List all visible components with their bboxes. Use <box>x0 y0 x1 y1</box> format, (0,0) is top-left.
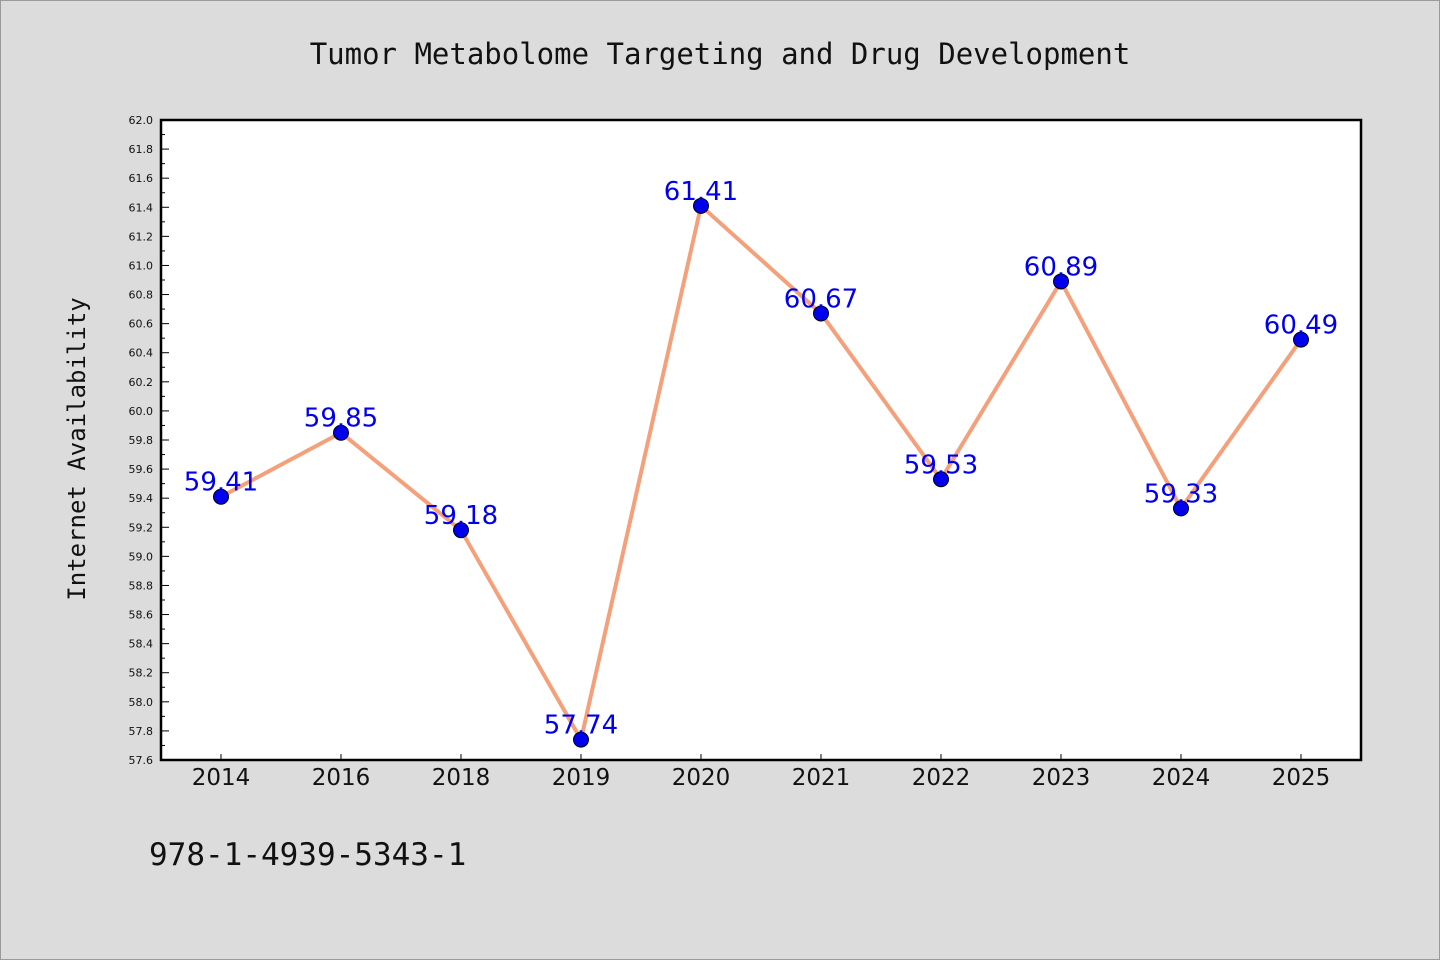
y-tick-label: 59.0 <box>129 550 154 563</box>
data-labels: 59.41 59.85 59.18 57.74 61.41 60.67 59.53 60.89… <box>184 177 1338 741</box>
y-tick-label: 58.2 <box>129 667 154 680</box>
y-tick-label: 61.6 <box>129 172 154 185</box>
data-label: 60.67 <box>784 284 858 314</box>
y-tick-label: 58.6 <box>129 609 154 622</box>
y-tick-label: 62.0 <box>129 114 154 127</box>
y-tick-label: 59.6 <box>129 463 154 476</box>
data-label: 57.74 <box>544 711 618 741</box>
x-tick-label: 2019 <box>552 765 611 791</box>
x-tick-label: 2016 <box>312 765 371 791</box>
y-tick-label: 59.2 <box>129 521 154 534</box>
footer-isbn: 978-1-4939-5343-1 <box>149 837 466 873</box>
data-label: 61.41 <box>664 177 738 207</box>
y-tick-label: 61.2 <box>129 230 154 243</box>
data-point <box>573 731 589 748</box>
data-label: 59.53 <box>904 450 978 480</box>
y-tick-label: 61.0 <box>129 259 154 272</box>
x-axis-ticks: 2014 2016 2018 2019 2020 2021 2022 2023 2024 2025 <box>192 754 1331 791</box>
x-tick-label: 2018 <box>432 765 491 791</box>
data-label: 59.33 <box>1144 479 1218 509</box>
data-point <box>453 522 469 539</box>
chart-title: Tumor Metabolome Targeting and Drug Deve… <box>310 37 1131 71</box>
data-markers <box>213 197 1309 748</box>
y-tick-label: 57.8 <box>129 725 154 738</box>
y-tick-label: 60.0 <box>129 405 154 418</box>
data-point <box>213 488 229 505</box>
data-point <box>1293 331 1309 348</box>
y-axis-ticks: 57.6 57.8 58.0 58.2 58.4 58.6 58.8 59.0 59.2 59.4… <box>129 114 169 767</box>
data-point <box>333 424 349 441</box>
data-label: 60.49 <box>1264 311 1338 341</box>
x-tick-label: 2022 <box>912 765 971 791</box>
data-label: 59.41 <box>184 468 258 498</box>
data-label: 59.85 <box>304 404 378 434</box>
y-tick-label: 59.4 <box>129 492 154 505</box>
y-tick-label: 61.4 <box>129 201 154 214</box>
x-tick-label: 2025 <box>1272 765 1331 791</box>
y-tick-label: 58.4 <box>129 638 154 651</box>
x-tick-label: 2021 <box>792 765 851 791</box>
data-point <box>813 305 829 322</box>
x-tick-label: 2014 <box>192 765 251 791</box>
y-tick-label: 60.2 <box>129 376 154 389</box>
data-point <box>1173 500 1189 517</box>
y-tick-label: 58.0 <box>129 696 154 709</box>
y-tick-label: 60.8 <box>129 289 154 302</box>
y-tick-label: 60.4 <box>129 347 154 360</box>
y-axis-label: Internet Availability <box>63 297 91 600</box>
data-point <box>693 197 709 214</box>
x-tick-label: 2023 <box>1032 765 1091 791</box>
data-label: 60.89 <box>1024 252 1098 282</box>
y-tick-label: 59.8 <box>129 434 154 447</box>
data-label: 59.18 <box>424 501 498 531</box>
plot-area <box>159 118 1363 762</box>
series-line <box>220 203 1303 742</box>
y-tick-label: 57.6 <box>129 754 154 767</box>
x-tick-label: 2020 <box>672 765 731 791</box>
y-tick-label: 58.8 <box>129 579 154 592</box>
data-point <box>1053 273 1069 290</box>
data-point <box>933 471 949 488</box>
y-tick-label: 60.6 <box>129 318 154 331</box>
y-tick-label: 61.8 <box>129 143 154 156</box>
x-tick-label: 2024 <box>1152 765 1211 791</box>
